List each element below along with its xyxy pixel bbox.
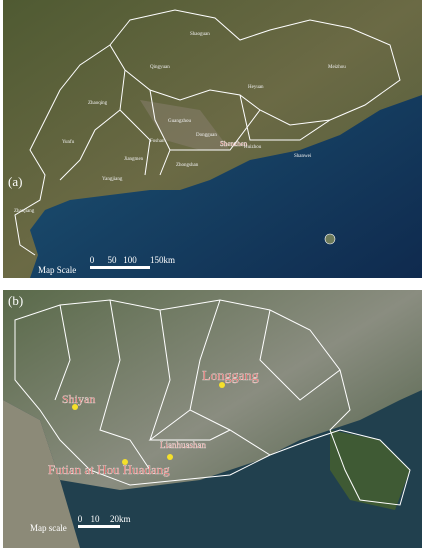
panel-label: (a) <box>8 174 22 189</box>
site-name: Longgang <box>202 369 259 384</box>
place-name: Qingyuan <box>150 65 170 70</box>
place-name: Guangzhou <box>168 119 192 124</box>
scale-tick: 0 <box>78 514 83 524</box>
sea <box>3 390 422 548</box>
place-name: Jiangmen <box>124 157 144 162</box>
place-name: Zhongshan <box>176 163 199 168</box>
scale-bar <box>90 266 150 269</box>
panel-b: (b) Shiyan Longgang Lianhuashan Futian at H… <box>3 290 422 548</box>
boundary <box>14 44 331 256</box>
place-name: Huizhou <box>244 145 262 150</box>
site-name: Futian at Hou Huadang <box>48 462 170 477</box>
boundary <box>14 299 411 506</box>
site-marker <box>219 382 225 388</box>
place-name: Zhaoqing <box>88 101 108 106</box>
site-name: Shiyan <box>62 392 95 406</box>
scale-bar <box>78 525 120 528</box>
place-name: Zhanjiang <box>14 209 35 214</box>
scale-tick: 100 <box>123 255 137 265</box>
site-marker <box>72 404 78 410</box>
site-marker <box>167 454 173 460</box>
place-name: Shaoguan <box>190 32 210 37</box>
place-name: Heyuan <box>248 85 264 90</box>
place-name: Yangjiang <box>102 177 123 182</box>
panel-a: (a) Shaoguan Qingyuan Meizhou Heyuan Zhaoqin… <box>3 0 422 278</box>
place-name: Shanwei <box>294 154 312 159</box>
panel-label: (b) <box>8 293 23 308</box>
estuary <box>3 400 80 548</box>
scale-tick: 50 <box>108 255 118 265</box>
scale-tick: 150km <box>150 255 175 265</box>
place-name: Shenzhen <box>220 140 248 148</box>
place-name: Dongguan <box>196 133 217 138</box>
scale-tick: 0 <box>90 255 95 265</box>
site-marker <box>122 459 128 465</box>
urban-area <box>140 100 230 150</box>
scale-tick: 20km <box>110 514 131 524</box>
scale-title: Map Scale <box>38 265 76 275</box>
site-name: Lianhuashan <box>160 440 206 450</box>
place-name: Meizhou <box>328 65 346 70</box>
island <box>324 233 336 245</box>
boundary <box>54 299 341 471</box>
boundary <box>109 9 401 126</box>
place-name: Yunfu <box>62 140 75 145</box>
place-name: Foshan <box>150 139 165 144</box>
scale-tick: 10 <box>91 514 101 524</box>
scale-title: Map scale <box>30 523 67 533</box>
